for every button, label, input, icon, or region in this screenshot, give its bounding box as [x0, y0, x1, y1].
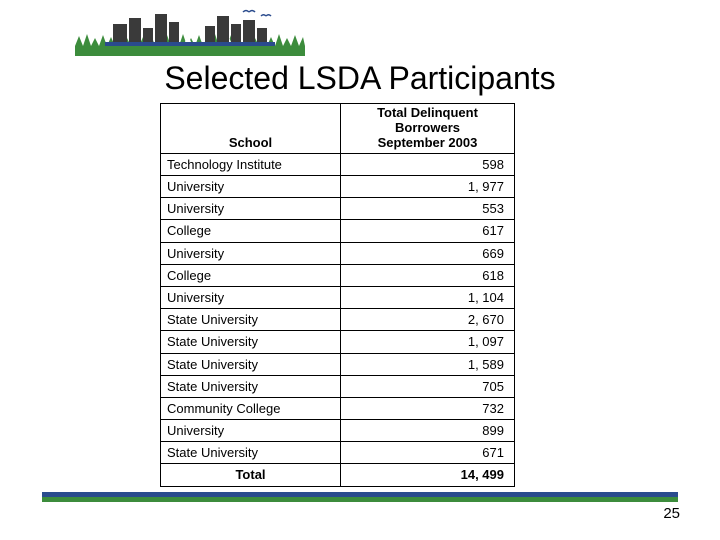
cell-total-label: Total	[161, 464, 341, 486]
cell-value: 553	[341, 198, 515, 220]
cell-school: University	[161, 286, 341, 308]
footer-bar-bottom	[42, 497, 678, 502]
footer-accent-bar	[42, 492, 678, 502]
cell-value: 671	[341, 442, 515, 464]
col-header-school: School	[161, 104, 341, 154]
table-total-row: Total14, 499	[161, 464, 515, 486]
cell-value: 732	[341, 397, 515, 419]
table-row: University1, 104	[161, 286, 515, 308]
participants-table: School Total Delinquent Borrowers Septem…	[160, 103, 515, 487]
cell-value: 1, 589	[341, 353, 515, 375]
table-row: Technology Institute598	[161, 153, 515, 175]
cell-school: University	[161, 198, 341, 220]
table-row: University553	[161, 198, 515, 220]
table-row: College617	[161, 220, 515, 242]
cell-value: 598	[341, 153, 515, 175]
cell-total-value: 14, 499	[341, 464, 515, 486]
col-header-value: Total Delinquent Borrowers September 200…	[341, 104, 515, 154]
cell-school: State University	[161, 353, 341, 375]
cell-value: 1, 977	[341, 176, 515, 198]
cell-school: State University	[161, 309, 341, 331]
cell-school: State University	[161, 442, 341, 464]
cell-school: College	[161, 264, 341, 286]
cell-school: College	[161, 220, 341, 242]
cell-value: 1, 104	[341, 286, 515, 308]
cell-value: 705	[341, 375, 515, 397]
skyline-logo	[75, 8, 305, 58]
cell-school: State University	[161, 331, 341, 353]
cell-value: 899	[341, 420, 515, 442]
table-row: State University671	[161, 442, 515, 464]
cell-school: University	[161, 420, 341, 442]
cell-school: Technology Institute	[161, 153, 341, 175]
cell-value: 1, 097	[341, 331, 515, 353]
page-number: 25	[663, 505, 680, 522]
page-title: Selected LSDA Participants	[0, 60, 720, 97]
cell-school: University	[161, 242, 341, 264]
cell-value: 617	[341, 220, 515, 242]
cell-school: University	[161, 176, 341, 198]
table-row: University899	[161, 420, 515, 442]
table-row: Community College732	[161, 397, 515, 419]
cell-school: State University	[161, 375, 341, 397]
col-header-value-l2: Borrowers	[395, 120, 460, 135]
col-header-value-l3: September 2003	[378, 135, 478, 150]
table-row: State University2, 670	[161, 309, 515, 331]
table-row: State University1, 097	[161, 331, 515, 353]
table-row: College618	[161, 264, 515, 286]
col-header-value-l1: Total Delinquent	[377, 105, 478, 120]
cell-school: Community College	[161, 397, 341, 419]
cell-value: 669	[341, 242, 515, 264]
table-row: University1, 977	[161, 176, 515, 198]
cell-value: 2, 670	[341, 309, 515, 331]
cell-value: 618	[341, 264, 515, 286]
table-row: State University1, 589	[161, 353, 515, 375]
table-header-row: School Total Delinquent Borrowers Septem…	[161, 104, 515, 154]
table-row: University669	[161, 242, 515, 264]
table-row: State University705	[161, 375, 515, 397]
